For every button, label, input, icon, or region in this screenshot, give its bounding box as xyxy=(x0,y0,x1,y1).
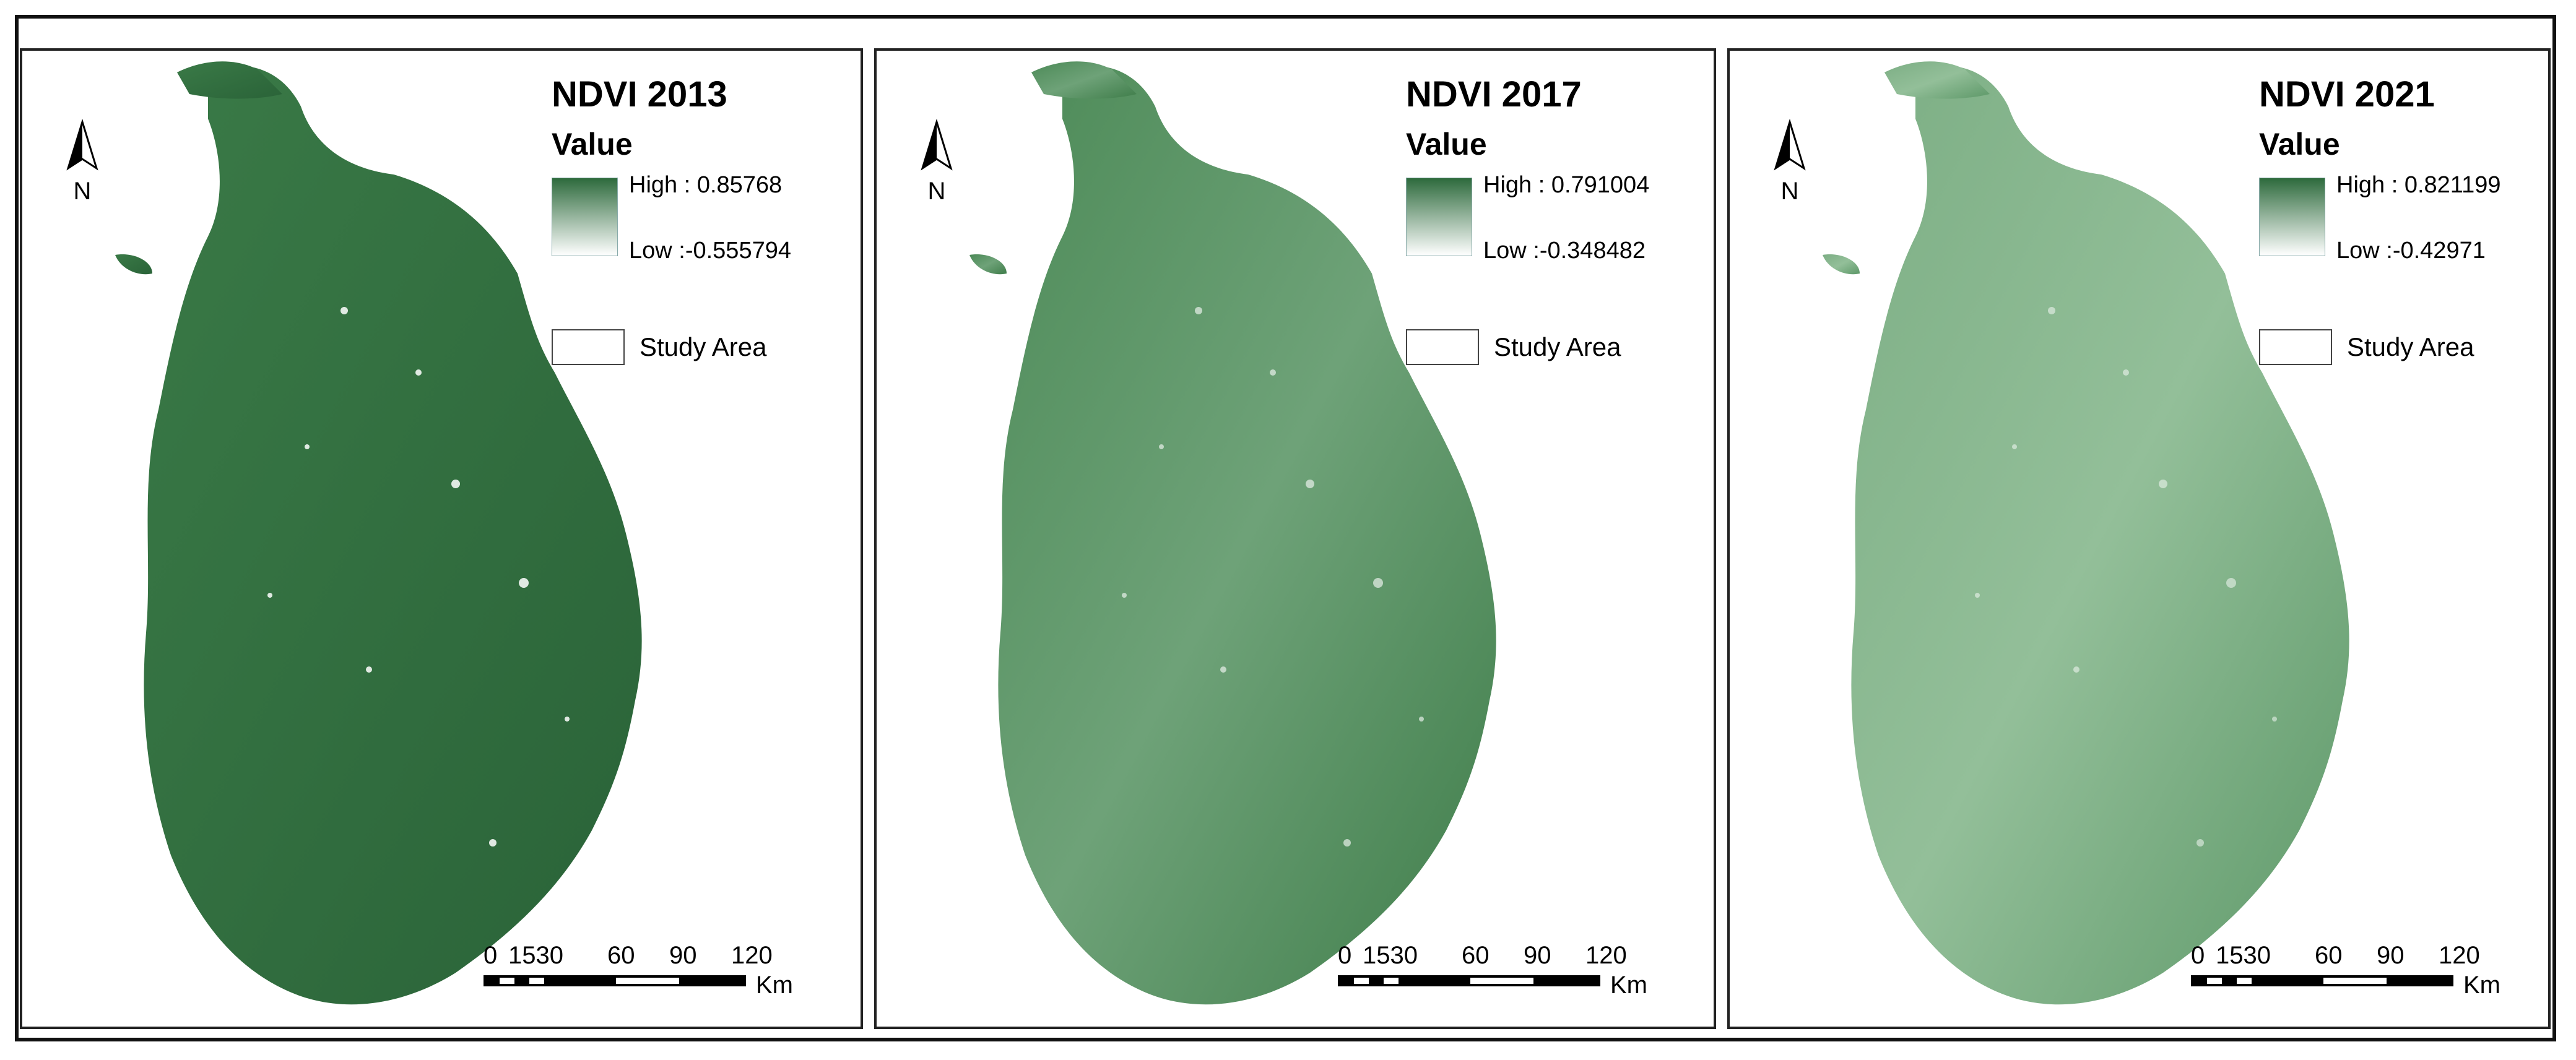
north-label: N xyxy=(1781,178,1799,205)
scale-tick-label: 120 xyxy=(2439,942,2480,969)
legend-color-ramp xyxy=(2259,178,2325,256)
scale-tick-label: 120 xyxy=(1585,942,1627,969)
study-area-swatch xyxy=(1406,329,1479,365)
scale-bar: 0 1530 60 90 120 Km xyxy=(1338,942,1685,999)
north-label: N xyxy=(928,178,946,205)
scale-tick-label: 90 xyxy=(2377,942,2405,969)
map-title: NDVI 2021 xyxy=(2259,74,2435,114)
study-area-label: Study Area xyxy=(640,332,767,361)
island-map-2013 xyxy=(115,61,642,1005)
scale-unit: Km xyxy=(756,972,793,999)
scale-tick-label: 60 xyxy=(607,942,635,969)
scale-tick-label: 60 xyxy=(2315,942,2343,969)
legend-high: High : 0.85768 xyxy=(629,172,783,198)
scale-tick-label: 1530 xyxy=(2216,942,2271,969)
island-map-2017 xyxy=(969,61,1496,1005)
peninsula xyxy=(1031,61,1137,99)
legend-high: High : 0.821199 xyxy=(2336,172,2501,198)
study-area-swatch xyxy=(552,329,625,365)
study-area-label: Study Area xyxy=(1494,332,1621,361)
figure-frame: N NDVI 2013 Value High : 0.85768 Low :-0… xyxy=(15,15,2556,1041)
scale-bar: 0 1530 60 90 120 Km xyxy=(484,942,830,999)
scale-tick-label: 120 xyxy=(731,942,773,969)
map-title: NDVI 2013 xyxy=(552,74,727,114)
legend-high: High : 0.791004 xyxy=(1483,172,1650,198)
peninsula xyxy=(177,61,282,99)
map-panel-2013: N NDVI 2013 Value High : 0.85768 Low :-0… xyxy=(20,48,863,1029)
legend-heading: Value xyxy=(552,127,633,162)
map-title: NDVI 2017 xyxy=(1406,74,1582,114)
legend-color-ramp xyxy=(552,178,618,256)
legend-heading: Value xyxy=(1406,127,1487,162)
north-arrow-icon: N xyxy=(66,119,98,205)
scale-tick-label: 0 xyxy=(2191,942,2205,969)
legend-color-ramp xyxy=(1406,178,1472,256)
scale-bar: 0 1530 60 90 120 Km xyxy=(2191,942,2538,999)
study-area-swatch xyxy=(2259,329,2332,365)
island-shape xyxy=(144,66,642,1005)
legend-low: Low :-0.555794 xyxy=(629,238,791,264)
north-label: N xyxy=(74,178,92,205)
island-fragment xyxy=(1823,254,1860,275)
speckles xyxy=(1975,307,2277,847)
island-shape xyxy=(1851,66,2349,1005)
study-area-label: Study Area xyxy=(2347,332,2474,361)
map-panel-2021: N NDVI 2021 Value High : 0.821199 Low :-… xyxy=(1727,48,2551,1029)
island-map-2021 xyxy=(1823,61,2349,1005)
island-fragment xyxy=(969,254,1007,275)
scale-tick-label: 90 xyxy=(1524,942,1551,969)
legend-heading: Value xyxy=(2259,127,2340,162)
legend-low: Low :-0.348482 xyxy=(1483,238,1646,264)
scale-tick-label: 90 xyxy=(669,942,697,969)
scale-unit: Km xyxy=(1610,972,1647,999)
legend-low: Low :-0.42971 xyxy=(2336,238,2486,264)
map-panel-2017: N NDVI 2017 Value High : 0.791004 Low :-… xyxy=(874,48,1716,1029)
scale-tick-label: 1530 xyxy=(1363,942,1418,969)
scale-unit: Km xyxy=(2463,972,2500,999)
speckles xyxy=(1122,307,1424,847)
north-arrow-icon: N xyxy=(921,119,953,205)
scale-tick-label: 0 xyxy=(484,942,498,969)
scale-tick-label: 0 xyxy=(1338,942,1352,969)
peninsula xyxy=(1884,61,1990,99)
north-arrow-icon: N xyxy=(1774,119,1806,205)
island-shape xyxy=(998,66,1496,1005)
speckles xyxy=(267,307,570,847)
scale-tick-label: 60 xyxy=(1462,942,1490,969)
scale-tick-label: 1530 xyxy=(508,942,563,969)
island-fragment xyxy=(115,254,152,275)
